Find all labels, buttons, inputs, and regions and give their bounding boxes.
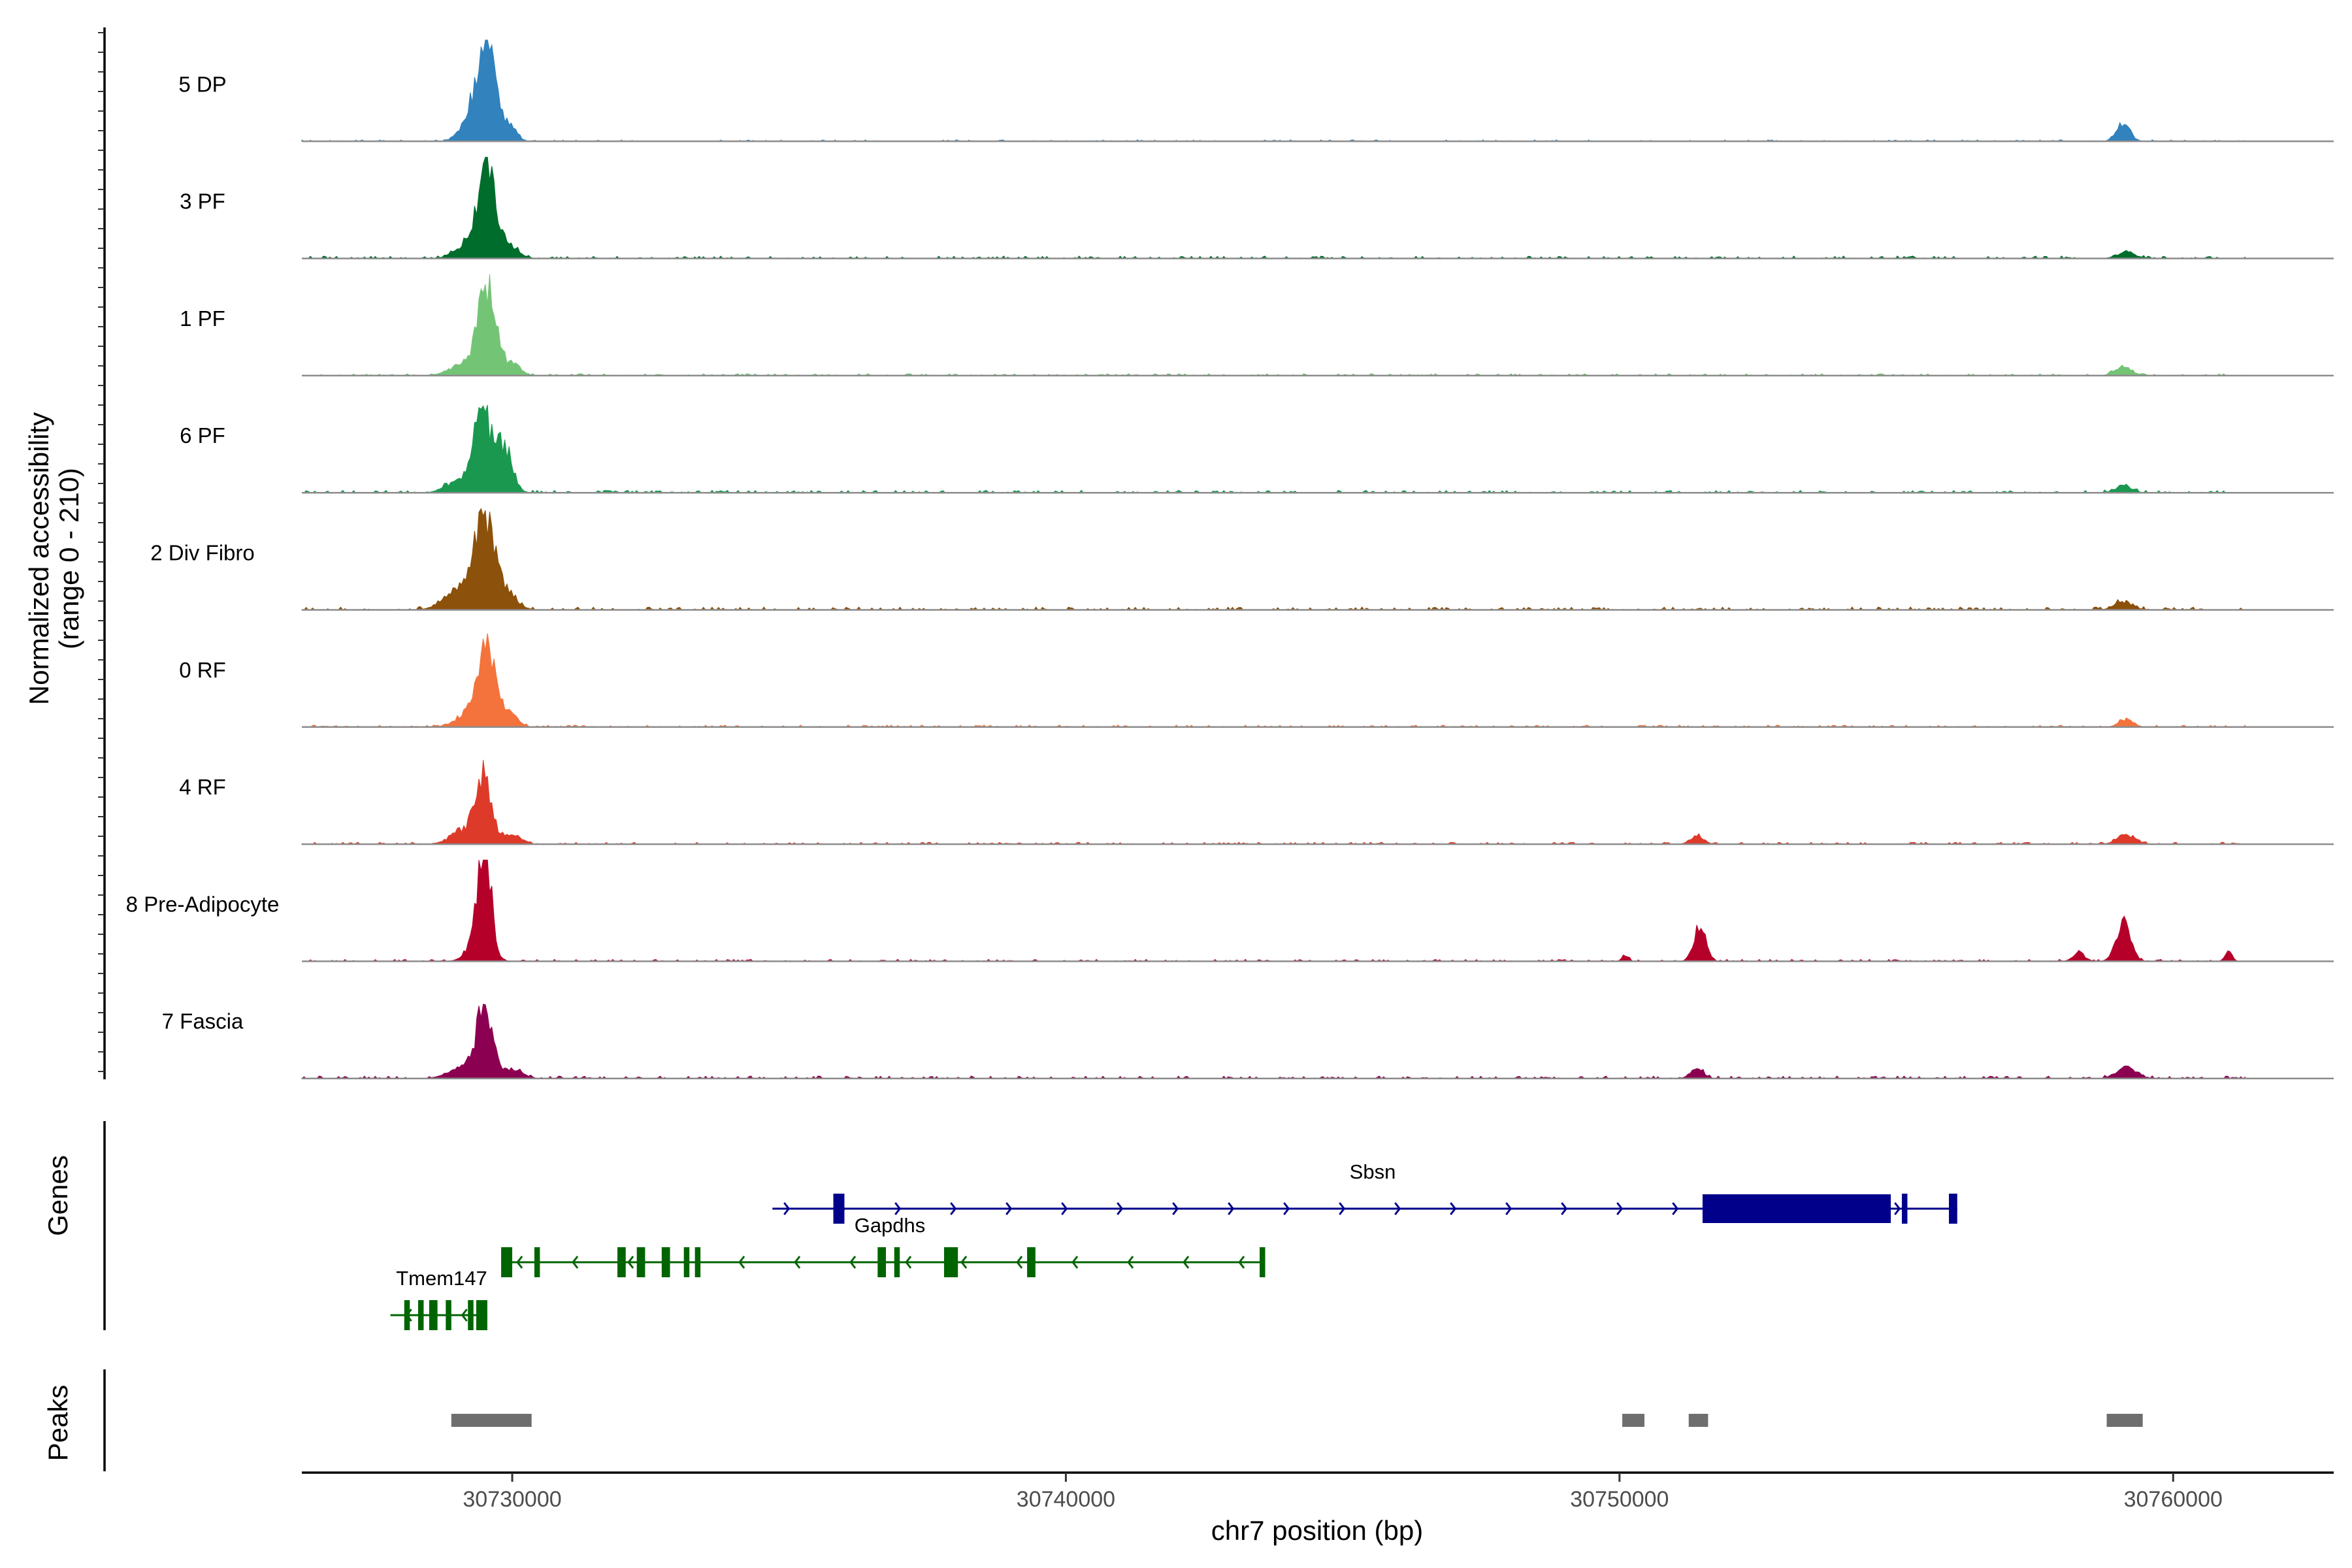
gene-strand-chevron: [960, 1256, 968, 1269]
gene-exon: [1949, 1194, 1957, 1224]
y-axis-title-line2: (range 0 - 210): [54, 468, 84, 649]
gene-exon: [636, 1247, 645, 1277]
gene-strand-chevron: [1394, 1202, 1401, 1215]
coverage-y-axis: [98, 27, 106, 1079]
genes-axis-title: Genes: [42, 1155, 73, 1236]
track-1-pf: 1 PF: [180, 274, 2334, 377]
track-8-pre-adipocyte: 8 Pre-Adipocyte: [126, 859, 2334, 962]
peaks-axis-title: Peaks: [42, 1385, 73, 1462]
gene-gapdhs: Gapdhs: [501, 1214, 1266, 1277]
gene-strand-chevron: [1672, 1202, 1679, 1215]
track-label: 3 PF: [180, 189, 225, 214]
track-2-div-fibro: 2 Div Fibro: [150, 508, 2334, 611]
gene-exon: [1902, 1194, 1908, 1224]
gene-strand-chevron: [1071, 1256, 1079, 1269]
gene-strand-chevron: [627, 1256, 634, 1269]
gene-exon: [1027, 1247, 1036, 1277]
gene-exon: [1260, 1247, 1266, 1277]
coverage-tracks: 5 DP 3 PF 1 PF 6 PF 2 Div Fibro 0 RF 4 RF 8 Pre…: [126, 39, 2334, 1079]
track-label: 0 RF: [179, 658, 226, 682]
gene-label: Tmem147: [396, 1267, 487, 1290]
track-5-dp: 5 DP: [178, 39, 2334, 142]
track-7-fascia: 7 Fascia: [162, 1004, 2334, 1079]
gene-label: Sbsn: [1350, 1160, 1396, 1183]
gene-exon: [877, 1247, 887, 1277]
gene-strand-chevron: [1450, 1202, 1457, 1215]
gene-strand-chevron: [1061, 1202, 1068, 1215]
track-label: 7 Fascia: [162, 1009, 244, 1034]
gene-exon: [501, 1247, 513, 1277]
gene-strand-chevron: [1561, 1202, 1568, 1215]
track-label: 6 PF: [180, 423, 225, 448]
gene-strand-chevron: [794, 1256, 801, 1269]
gene-exon: [468, 1300, 474, 1330]
track-label: 2 Div Fibro: [150, 541, 255, 565]
gene-exon: [446, 1300, 451, 1330]
gene-exon: [476, 1300, 487, 1330]
track-3-pf: 3 PF: [180, 157, 2334, 259]
gene-strand-chevron: [1172, 1202, 1179, 1215]
gene-tmem147: Tmem147: [390, 1267, 487, 1330]
gene-strand-chevron: [894, 1202, 902, 1215]
y-axis-title-line1: Normalized accessibility: [24, 412, 54, 705]
gene-strand-chevron: [1183, 1256, 1190, 1269]
x-tick-label: 30730000: [463, 1487, 561, 1512]
gene-strand-chevron: [1616, 1202, 1624, 1215]
x-tick-label: 30740000: [1017, 1487, 1115, 1512]
gene-label: Gapdhs: [855, 1214, 926, 1237]
gene-exon: [404, 1300, 410, 1330]
gene-strand-chevron: [1228, 1202, 1235, 1215]
gene-strand-chevron: [1117, 1202, 1124, 1215]
track-label: 8 Pre-Adipocyte: [126, 892, 280, 916]
gene-exon: [1702, 1194, 1891, 1223]
gene-strand-chevron: [950, 1202, 957, 1215]
peak-region: [1688, 1414, 1708, 1427]
track-label: 4 RF: [179, 775, 226, 799]
x-axis: 30730000 30740000 30750000 30760000: [463, 1473, 2223, 1512]
gene-strand-chevron: [461, 1309, 468, 1322]
peak-region: [2106, 1414, 2143, 1427]
gene-strand-chevron: [849, 1256, 857, 1269]
gene-exon: [833, 1194, 845, 1224]
gene-strand-chevron: [1016, 1256, 1023, 1269]
gene-strand-chevron: [572, 1256, 579, 1269]
gene-exon: [417, 1300, 424, 1330]
gene-sbsn: Sbsn: [772, 1160, 1957, 1224]
x-axis-title: chr7 position (bp): [1211, 1515, 1424, 1546]
gene-strand-chevron: [1238, 1256, 1245, 1269]
gene-exon: [617, 1247, 626, 1277]
x-tick-label: 30760000: [2124, 1487, 2223, 1512]
gene-strand-chevron: [516, 1256, 523, 1269]
gene-exon: [683, 1247, 690, 1277]
track-0-rf: 0 RF: [179, 633, 2334, 728]
gene-annotation-track: Sbsn Gapdhs Tmem147: [390, 1160, 1957, 1330]
gene-exon: [534, 1247, 540, 1277]
gene-strand-chevron: [1127, 1256, 1134, 1269]
gene-strand-chevron: [783, 1202, 791, 1215]
peak-region: [451, 1414, 532, 1427]
gene-strand-chevron: [738, 1256, 745, 1269]
gene-exon: [943, 1247, 958, 1277]
gene-strand-chevron: [1339, 1202, 1346, 1215]
gene-strand-chevron: [1005, 1202, 1013, 1215]
gene-strand-chevron: [1283, 1202, 1290, 1215]
x-tick-label: 30750000: [1570, 1487, 1669, 1512]
gene-exon: [894, 1247, 900, 1277]
gene-exon: [694, 1247, 701, 1277]
track-4-rf: 4 RF: [179, 760, 2334, 845]
peak-region-track: [451, 1414, 2143, 1427]
peak-region: [1622, 1414, 1644, 1427]
gene-strand-chevron: [1894, 1202, 1901, 1215]
gene-strand-chevron: [1505, 1202, 1512, 1215]
gene-strand-chevron: [905, 1256, 912, 1269]
track-label: 5 DP: [178, 72, 226, 96]
track-6-pf: 6 PF: [180, 404, 2334, 494]
gene-exon: [661, 1247, 670, 1277]
gene-exon: [429, 1300, 438, 1330]
track-label: 1 PF: [180, 306, 225, 331]
